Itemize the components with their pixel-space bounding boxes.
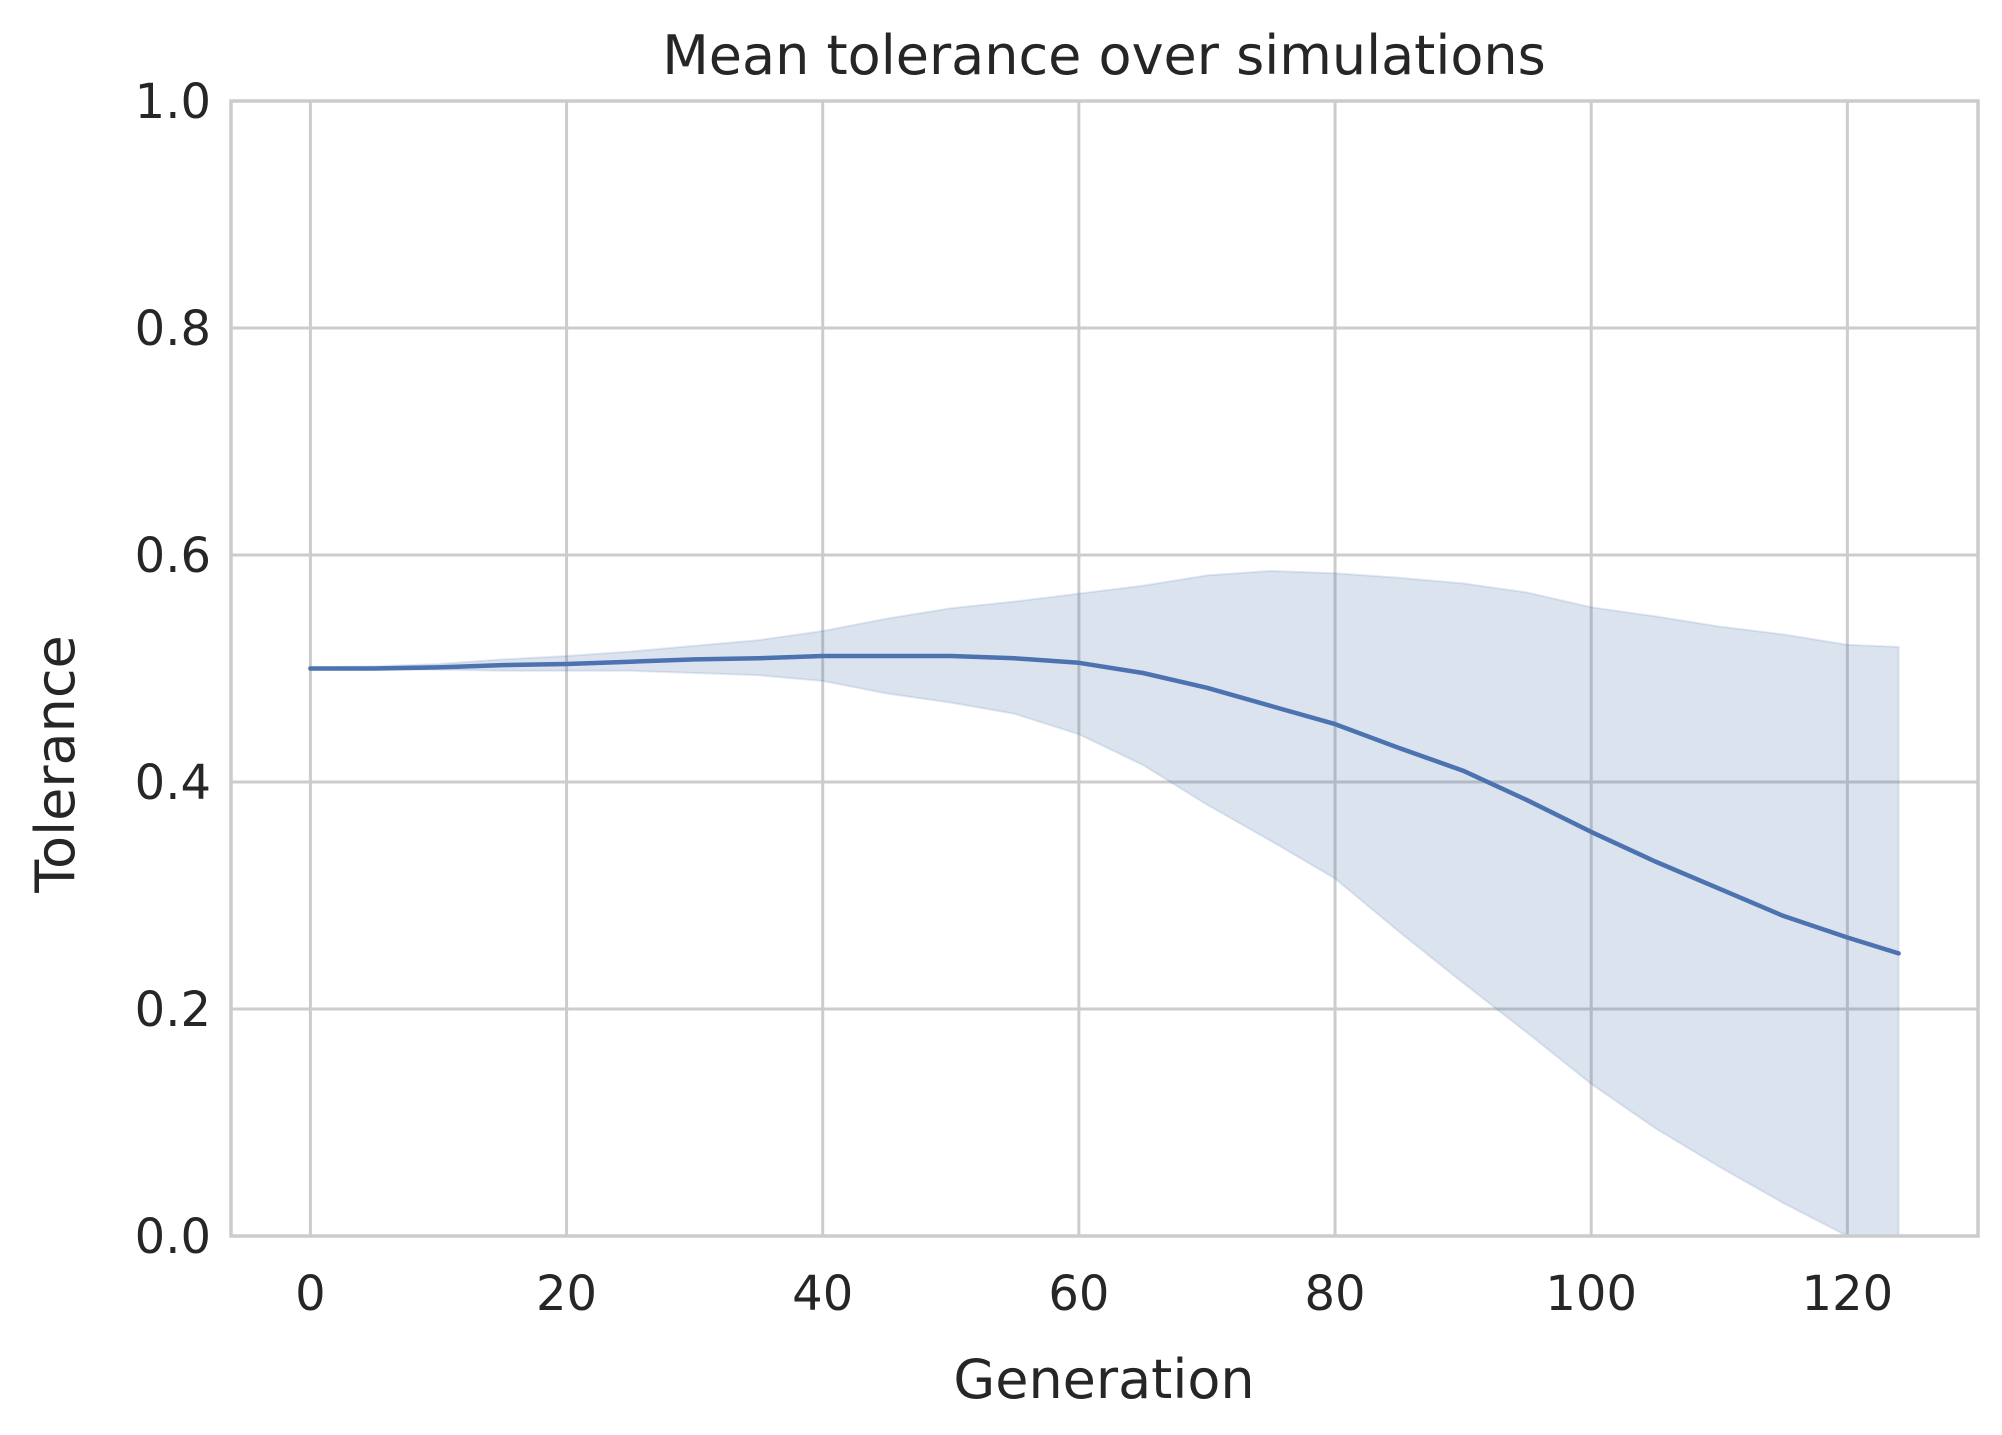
plot-frame: [229, 99, 1980, 1238]
y-tick-label: 0.0: [135, 1209, 211, 1265]
mean-line: [308, 653, 1901, 956]
x-tick-label: 120: [1802, 1266, 1894, 1322]
x-tick-label: 100: [1545, 1266, 1637, 1322]
x-tick-labels: 0 20 40 60 80 100 120: [295, 1266, 1893, 1322]
x-axis-label: Generation: [953, 1348, 1254, 1411]
x-tick-label: 0: [295, 1266, 326, 1322]
x-tick-label: 60: [1048, 1266, 1109, 1322]
x-tick-label: 40: [792, 1266, 853, 1322]
x-grid: [308, 101, 1849, 1236]
y-axis-label: Tolerance: [24, 635, 87, 894]
y-tick-label: 0.8: [135, 301, 211, 357]
y-tick-label: 0.6: [135, 528, 211, 584]
y-tick-label: 0.2: [135, 982, 211, 1038]
y-tick-labels: 0.0 0.2 0.4 0.6 0.8 1.0: [135, 74, 211, 1265]
y-tick-label: 0.4: [135, 755, 211, 811]
y-tick-label: 1.0: [135, 74, 211, 130]
chart-title: Mean tolerance over simulations: [662, 24, 1546, 87]
x-tick-label: 20: [536, 1266, 597, 1322]
x-tick-label: 80: [1305, 1266, 1366, 1322]
